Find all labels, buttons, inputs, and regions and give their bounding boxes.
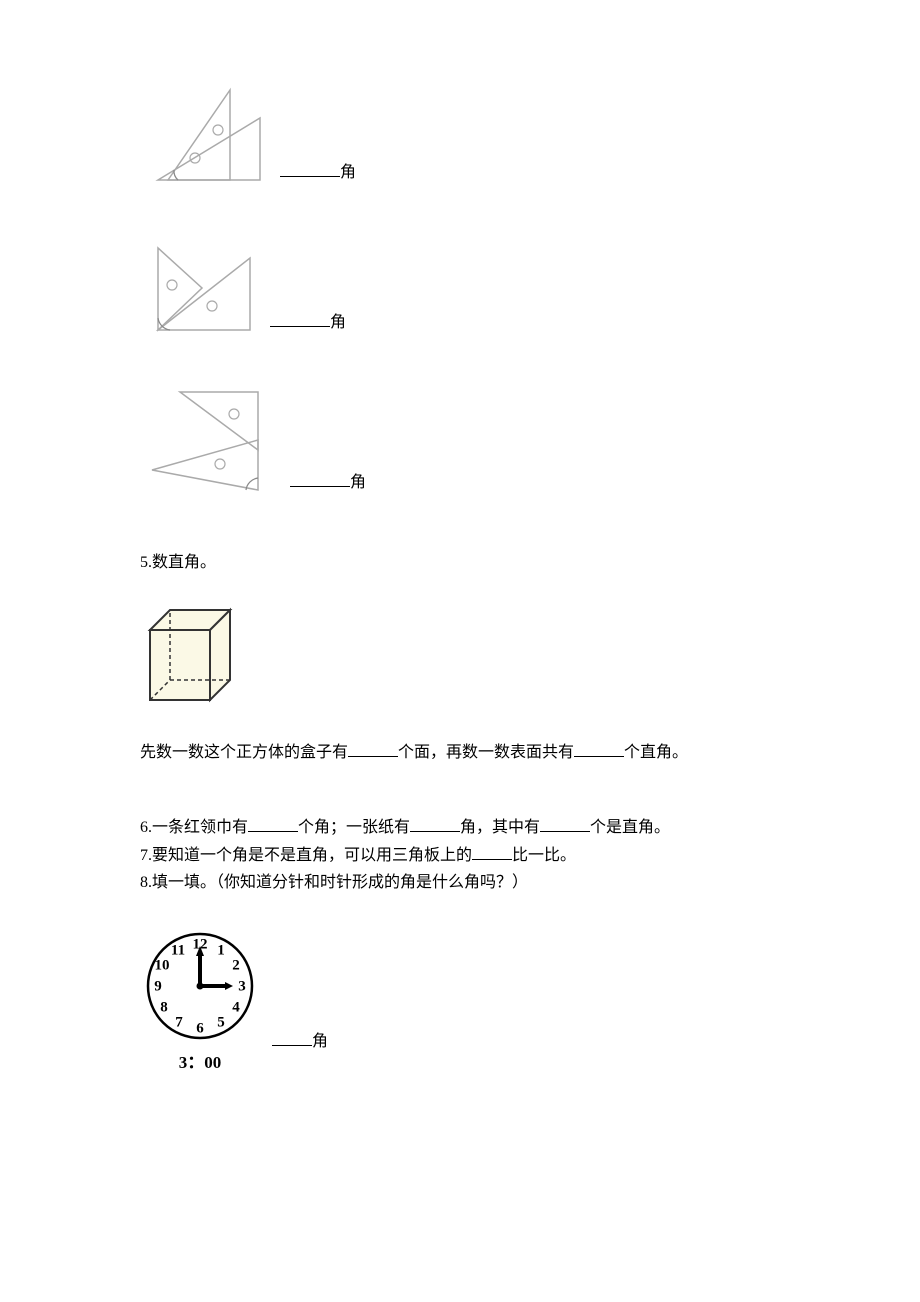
- q7-blank[interactable]: [472, 843, 512, 860]
- triangle-ruler-figure-2: [140, 230, 270, 340]
- fig1-blank[interactable]: [280, 160, 340, 177]
- cube-icon: [140, 600, 240, 710]
- q7-line: 7.要知道一个角是不是直角，可以用三角板上的 比一比。: [140, 843, 780, 869]
- cube-figure-block: [140, 600, 780, 710]
- q8-blank[interactable]: [272, 1029, 312, 1046]
- q5-title: 5.数直角。: [140, 550, 780, 576]
- q5-sentence: 先数一数这个正方体的盒子有 个面，再数一数表面共有 个直角。: [140, 740, 780, 766]
- q6-blank-2[interactable]: [410, 815, 460, 832]
- fig3-blank[interactable]: [290, 470, 350, 487]
- figure-1-block: 角: [140, 80, 780, 190]
- q5-text-after: 个直角。: [624, 744, 688, 761]
- fig2-suffix: 角: [330, 314, 346, 331]
- clock-block: 12 1 2 3 4 5 6 7 8 9 10 11: [140, 926, 780, 1073]
- svg-text:3: 3: [238, 978, 246, 994]
- triangle-ruler-figure-1: [140, 80, 280, 190]
- triangle-ruler-figure-3: [140, 380, 290, 500]
- q7-after: 比一比。: [512, 847, 576, 864]
- q5-text-before: 先数一数这个正方体的盒子有: [140, 744, 348, 761]
- clock-icon: 12 1 2 3 4 5 6 7 8 9 10 11: [140, 926, 260, 1046]
- fig3-suffix: 角: [350, 474, 366, 491]
- q6-blank-3[interactable]: [540, 815, 590, 832]
- q6-line: 6.一条红领巾有 个角；一张纸有 角，其中有 个是直角。: [140, 815, 780, 841]
- svg-text:8: 8: [160, 999, 168, 1015]
- q5-text-mid: 个面，再数一数表面共有: [398, 744, 574, 761]
- svg-text:9: 9: [154, 978, 162, 994]
- q6-part-1: 个角；一张纸有: [298, 819, 410, 836]
- q6-part-0: 6.一条红领巾有: [140, 819, 248, 836]
- q6-part-3: 个是直角。: [590, 819, 670, 836]
- q5-blank-1[interactable]: [348, 740, 398, 757]
- q8-title: 8.填一填。（你知道分针和时针形成的角是什么角吗？）: [140, 870, 780, 896]
- svg-text:10: 10: [155, 957, 170, 973]
- svg-text:5: 5: [217, 1014, 225, 1030]
- q8-suffix: 角: [312, 1033, 328, 1050]
- q6-blank-1[interactable]: [248, 815, 298, 832]
- figure-3-block: 角: [140, 380, 780, 500]
- fig1-suffix: 角: [340, 164, 356, 181]
- svg-text:4: 4: [232, 999, 240, 1015]
- fig2-blank[interactable]: [270, 310, 330, 327]
- q5-blank-2[interactable]: [574, 740, 624, 757]
- svg-text:1: 1: [217, 942, 225, 958]
- figure-2-block: 角: [140, 230, 780, 340]
- clock-time-label: 3：00: [140, 1048, 260, 1073]
- svg-text:6: 6: [196, 1020, 204, 1036]
- q7-before: 7.要知道一个角是不是直角，可以用三角板上的: [140, 847, 472, 864]
- q6-part-2: 角，其中有: [460, 819, 540, 836]
- svg-text:11: 11: [171, 942, 185, 958]
- svg-text:7: 7: [175, 1014, 183, 1030]
- svg-text:2: 2: [232, 957, 240, 973]
